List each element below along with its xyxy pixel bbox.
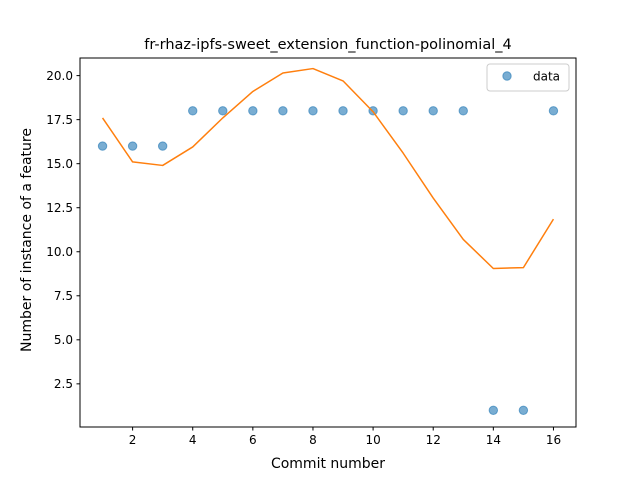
legend-box	[486, 63, 570, 92]
y-tick-label: 7.5	[54, 289, 73, 303]
data-point	[97, 141, 108, 151]
data-point	[278, 106, 288, 116]
x-tick-label: 2	[129, 433, 137, 447]
data-point	[308, 106, 318, 116]
data-point	[127, 141, 138, 151]
data-point	[428, 106, 438, 116]
x-tick-label: 16	[546, 433, 561, 447]
x-tick-label: 12	[426, 433, 441, 447]
data-point	[338, 106, 348, 116]
x-axis-label: Commit number	[271, 456, 385, 472]
data-point	[248, 106, 258, 116]
y-tick-label: 10.0	[46, 245, 73, 259]
axes: 2 4 6 8 10 12 14 16 2.5 5.0 7.5 10.0 12.5 15.0 17.5 20.…	[46, 57, 577, 447]
chart-title: fr-rhaz-ipfs-sweet_extension_function-po…	[144, 37, 511, 53]
y-tick-label: 5.0	[54, 333, 73, 347]
data-point	[488, 405, 499, 415]
data-point	[518, 405, 529, 415]
plot-background	[80, 58, 576, 427]
y-tick-label: 2.5	[54, 377, 73, 391]
data-point	[458, 106, 468, 116]
x-tick-label: 6	[249, 433, 257, 447]
y-tick-label: 12.5	[46, 201, 73, 215]
y-tick-label: 15.0	[46, 157, 73, 171]
legend: data	[486, 63, 570, 92]
x-tick-label: 14	[486, 433, 501, 447]
data-point	[157, 141, 168, 151]
data-point	[398, 106, 408, 116]
data-point	[548, 106, 559, 116]
legend-label: data	[533, 70, 560, 84]
plot-area	[80, 58, 576, 427]
data-point	[218, 106, 228, 116]
data-point	[188, 106, 198, 116]
y-tick-label: 20.0	[46, 69, 73, 83]
fit-line	[101, 67, 555, 270]
x-tick-label: 10	[365, 433, 380, 447]
legend-marker	[502, 71, 512, 81]
x-tick-label: 4	[189, 433, 197, 447]
axes-frame	[79, 57, 577, 428]
y-axis-label: Number of instance of a feature	[19, 128, 35, 352]
y-tick-label: 17.5	[46, 113, 73, 127]
x-tick-label: 8	[309, 433, 317, 447]
